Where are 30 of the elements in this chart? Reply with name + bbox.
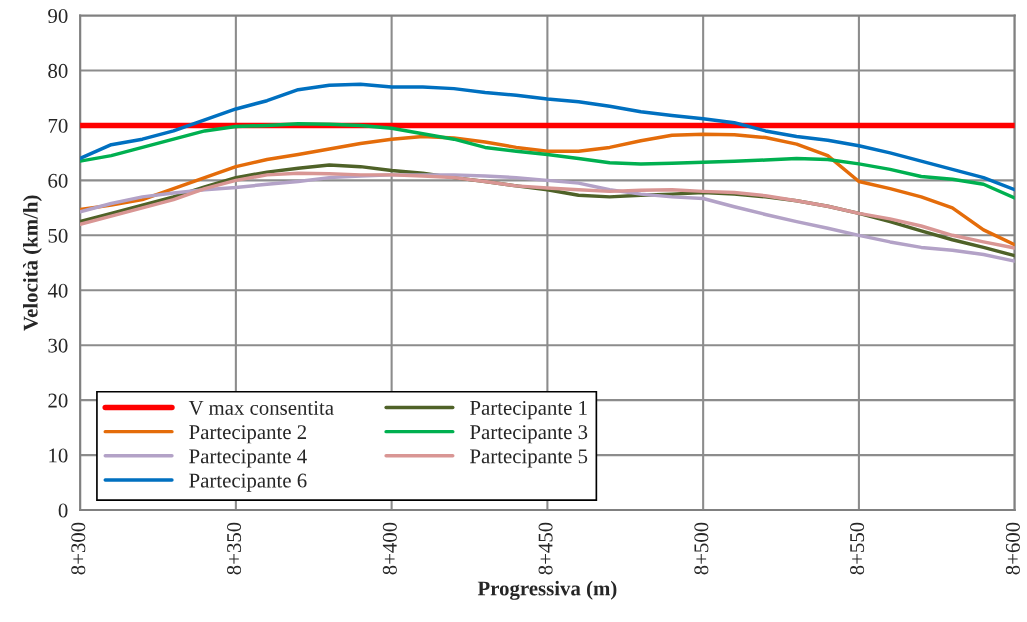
y-tick-label: 60 — [48, 173, 68, 188]
y-tick-label: 10 — [49, 448, 68, 463]
legend-label: Partecipante 2 — [189, 425, 307, 444]
x-tick-label: 8+450 — [538, 522, 553, 575]
legend-label: Partecipante 1 — [470, 400, 587, 420]
y-axis-title: Velocità (km/h) — [23, 195, 42, 331]
line-series — [80, 171, 1015, 250]
y-tick-label: 80 — [48, 63, 68, 78]
y-tick-label: 70 — [48, 118, 68, 133]
line-series — [80, 82, 1015, 192]
legend-label: Partecipante 3 — [470, 425, 588, 444]
x-tick-label: 8+500 — [694, 522, 709, 575]
y-tick-label: 50 — [48, 228, 68, 243]
x-tick-label: 8+600 — [1005, 522, 1020, 575]
x-axis-title: Progressiva (m) — [477, 580, 617, 600]
y-tick-label: 40 — [47, 283, 68, 298]
y-tick-label: 0 — [58, 503, 68, 518]
legend-label: Partecipante 6 — [189, 473, 307, 492]
x-tick-label: 8+550 — [850, 522, 865, 575]
x-tick-label: 8+300 — [71, 522, 86, 575]
x-tick-label: 8+350 — [227, 522, 242, 575]
legend-label: Partecipante 5 — [470, 449, 588, 468]
legend-label: Partecipante 4 — [189, 449, 307, 468]
line-series — [80, 132, 1015, 247]
y-tick-label: 30 — [48, 338, 68, 353]
x-tick-label: 8+400 — [382, 522, 397, 575]
line-series — [80, 122, 1015, 200]
y-tick-label: 90 — [48, 8, 68, 23]
y-tick-label: 20 — [48, 393, 68, 408]
legend-label: V max consentita — [188, 400, 334, 416]
